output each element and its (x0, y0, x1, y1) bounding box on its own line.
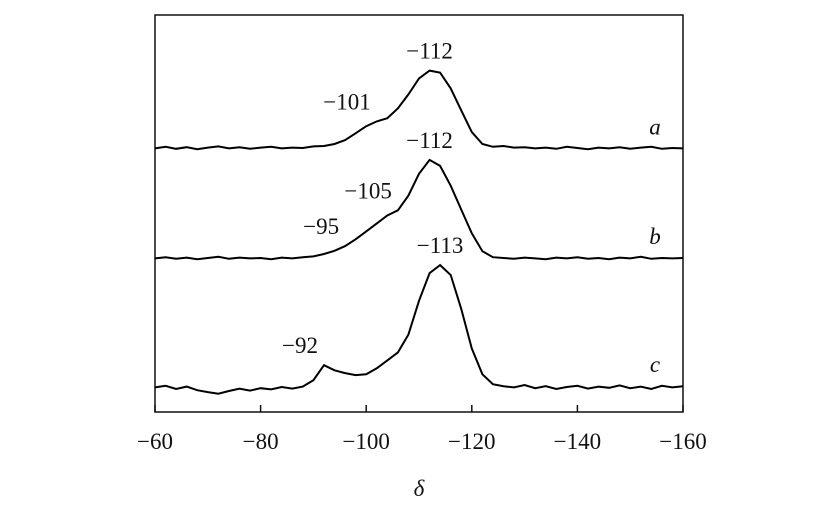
peak-label: −105 (344, 178, 391, 203)
peak-label: −113 (417, 233, 464, 258)
x-tick-label: −80 (243, 429, 279, 454)
series-label: a (649, 114, 661, 139)
x-axis-label: δ (414, 476, 425, 501)
peak-label: −112 (406, 39, 453, 64)
x-tick-label: −60 (137, 429, 173, 454)
peak-label: −112 (406, 128, 453, 153)
x-tick-label: −120 (448, 429, 495, 454)
x-tick-label: −160 (659, 429, 706, 454)
spectrum-line (154, 158, 684, 261)
x-tick-label: −140 (554, 429, 601, 454)
spectrum-line (154, 263, 684, 395)
peak-label: −101 (323, 89, 370, 114)
peak-label: −95 (303, 214, 339, 239)
peak-label: −92 (282, 333, 318, 358)
series-label: c (650, 352, 660, 377)
spectrum-line (154, 69, 684, 151)
plot-frame (154, 14, 684, 413)
x-tick-label: −100 (342, 429, 389, 454)
series-label: b (649, 224, 661, 249)
